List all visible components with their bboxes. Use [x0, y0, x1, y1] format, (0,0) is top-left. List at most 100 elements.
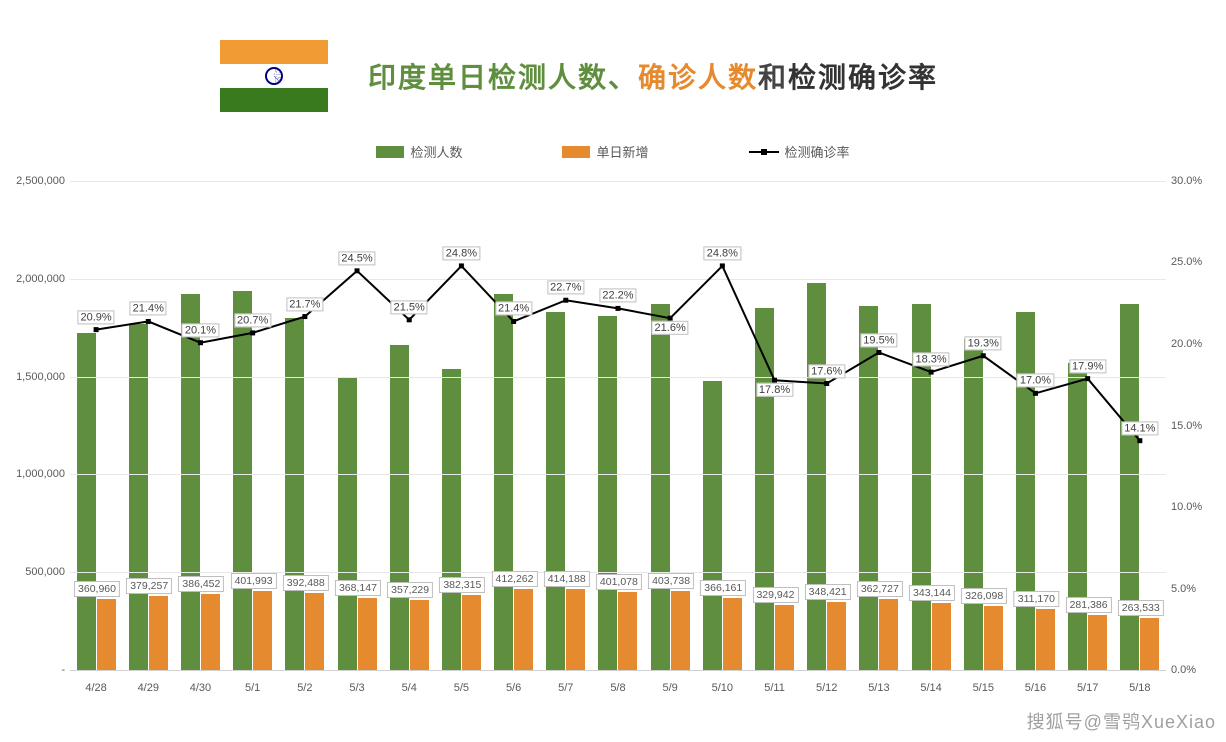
- bar-group: 401,078: [592, 181, 644, 670]
- tests-bar: [755, 308, 774, 670]
- tests-bar: [442, 369, 461, 670]
- legend-cases: 单日新增: [562, 142, 648, 161]
- rate-value-label: 20.9%: [77, 310, 114, 324]
- x-tick-label: 5/9: [644, 676, 696, 701]
- tests-bar: [964, 339, 983, 670]
- cases-bar: [723, 598, 742, 670]
- cases-value-label: 281,386: [1066, 597, 1112, 613]
- y-right-tick: 20.0%: [1171, 338, 1216, 350]
- chart-title: 印度单日检测人数、确诊人数和检测确诊率: [368, 56, 938, 96]
- legend-label: 单日新增: [596, 142, 648, 161]
- cases-value-label: 311,170: [1014, 591, 1059, 607]
- x-tick-label: 5/4: [383, 676, 435, 701]
- cases-value-label: 366,161: [700, 580, 746, 596]
- cases-value-label: 386,452: [178, 576, 224, 592]
- chart-area: 360,960379,257386,452401,993392,488368,1…: [70, 181, 1166, 701]
- cases-bar: [253, 591, 272, 670]
- x-tick-label: 5/8: [592, 676, 644, 701]
- x-tick-label: 5/10: [696, 676, 748, 701]
- cases-value-label: 392,488: [283, 575, 329, 591]
- cases-bar: [1140, 618, 1159, 670]
- cases-value-label: 362,727: [857, 581, 903, 597]
- x-tick-label: 4/29: [122, 676, 174, 701]
- x-tick-label: 5/12: [801, 676, 853, 701]
- tests-bar: [598, 316, 617, 670]
- tests-bar: [859, 306, 878, 670]
- rate-value-label: 21.4%: [495, 302, 532, 316]
- cases-bar: [305, 593, 324, 670]
- x-tick-label: 4/30: [174, 676, 226, 701]
- rate-value-label: 21.4%: [130, 302, 167, 316]
- bar-group: 392,488: [279, 181, 331, 670]
- rate-value-label: 18.3%: [912, 352, 949, 366]
- cases-value-label: 326,098: [961, 588, 1007, 604]
- rate-value-label: 17.9%: [1069, 359, 1106, 373]
- cases-bar: [358, 598, 377, 670]
- x-tick-label: 5/2: [279, 676, 331, 701]
- bar-group: 362,727: [853, 181, 905, 670]
- watermark: 搜狐号@雪鸮XueXiao: [1027, 708, 1216, 734]
- x-tick-label: 5/5: [435, 676, 487, 701]
- cases-bar: [984, 606, 1003, 670]
- cases-value-label: 403,738: [648, 573, 694, 589]
- tests-bar: [77, 333, 96, 670]
- x-tick-label: 5/7: [540, 676, 592, 701]
- x-tick-label: 4/28: [70, 676, 122, 701]
- x-tick-label: 5/13: [853, 676, 905, 701]
- chart-header: 印度单日检测人数、确诊人数和检测确诊率: [0, 0, 1226, 132]
- x-tick-label: 5/1: [227, 676, 279, 701]
- x-tick-label: 5/18: [1114, 676, 1166, 701]
- y-left-tick: 1,500,000: [10, 371, 65, 383]
- cases-bar: [932, 603, 951, 670]
- cases-bar: [775, 605, 794, 670]
- cases-bar: [879, 599, 898, 670]
- x-tick-label: 5/17: [1062, 676, 1114, 701]
- bar-group: 326,098: [957, 181, 1009, 670]
- cases-value-label: 368,147: [335, 580, 381, 596]
- cases-value-label: 401,993: [231, 573, 277, 589]
- tests-bar: [1068, 363, 1087, 670]
- cases-bar: [149, 596, 168, 670]
- y-right-tick: 30.0%: [1171, 175, 1216, 187]
- y-right-tick: 10.0%: [1171, 501, 1216, 513]
- cases-value-label: 263,533: [1118, 600, 1164, 616]
- cases-value-label: 329,942: [752, 587, 798, 603]
- x-tick-label: 5/16: [1009, 676, 1061, 701]
- bar-group: 343,144: [905, 181, 957, 670]
- rate-value-label: 17.0%: [1017, 374, 1054, 388]
- cases-bar: [201, 594, 220, 670]
- cases-value-label: 412,262: [492, 571, 538, 587]
- y-right-tick: 15.0%: [1171, 420, 1216, 432]
- cases-bar: [827, 602, 846, 670]
- tests-bar: [703, 381, 722, 670]
- tests-bar: [494, 294, 513, 670]
- rate-value-label: 14.1%: [1121, 421, 1158, 435]
- y-right-tick: 5.0%: [1171, 583, 1216, 595]
- y-left-tick: 1,000,000: [10, 468, 65, 480]
- rate-value-label: 17.8%: [756, 383, 793, 397]
- tests-bar: [233, 291, 252, 670]
- cases-value-label: 382,315: [439, 577, 485, 593]
- cases-bar: [1088, 615, 1107, 670]
- bar-group: 379,257: [122, 181, 174, 670]
- x-tick-label: 5/3: [331, 676, 383, 701]
- cases-bar: [618, 592, 637, 670]
- rate-value-label: 21.5%: [391, 300, 428, 314]
- india-flag-icon: [220, 40, 328, 112]
- y-left-tick: 500,000: [10, 566, 65, 578]
- cases-value-label: 379,257: [126, 578, 172, 594]
- y-right-tick: 0.0%: [1171, 664, 1216, 676]
- x-tick-label: 5/14: [905, 676, 957, 701]
- tests-bar: [338, 377, 357, 670]
- bar-group: 386,452: [174, 181, 226, 670]
- rate-value-label: 21.6%: [652, 321, 689, 335]
- tests-bar: [1016, 312, 1035, 670]
- legend-rate: 检测确诊率: [749, 142, 850, 161]
- cases-bar: [462, 595, 481, 670]
- rate-value-label: 20.7%: [234, 313, 271, 327]
- cases-bar: [410, 600, 429, 670]
- cases-bar: [1036, 609, 1055, 670]
- rate-value-label: 22.7%: [547, 281, 584, 295]
- bar-group: 403,738: [644, 181, 696, 670]
- cases-bar: [97, 599, 116, 670]
